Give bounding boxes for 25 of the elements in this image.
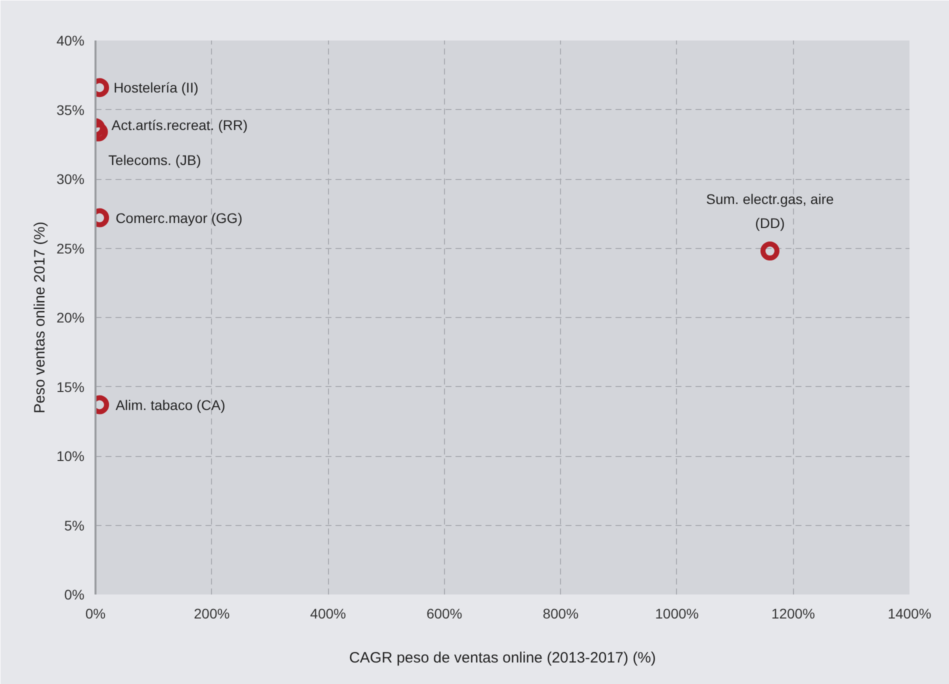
x-tick-label: 800%	[542, 606, 579, 622]
annotation: Comerc.mayor (GG)	[116, 210, 242, 226]
y-tick-label: 10%	[56, 448, 85, 464]
y-tick-label: 30%	[56, 171, 85, 187]
x-tick-label: 0%	[85, 606, 106, 622]
y-tick-label: 0%	[64, 586, 84, 602]
y-tick-label: 35%	[56, 102, 85, 118]
annotation: Telecoms. (JB)	[108, 152, 201, 168]
x-tick-label: 400%	[310, 606, 346, 622]
annotation: Act.artís.recreat. (RR)	[112, 116, 248, 133]
x-tick-label: 600%	[426, 606, 462, 622]
y-tick-label: 5%	[64, 517, 84, 534]
y-axis-title: Peso ventas online 2017 (%)	[31, 222, 48, 414]
x-tick-label: 200%	[194, 606, 230, 622]
annotation: Sum. electr.gas, aire (DD)	[706, 191, 834, 232]
y-tick-label: 25%	[56, 240, 85, 256]
annotation: Alim. tabaco (CA)	[116, 396, 226, 413]
x-tick-label: 1400%	[888, 606, 932, 622]
x-tick-label: 1000%	[655, 606, 699, 622]
y-tick-label: 20%	[56, 310, 85, 326]
y-tick-label: 15%	[56, 378, 85, 395]
y-tick-label: 40%	[56, 32, 85, 48]
x-axis-title: CAGR peso de ventas online (2013-2017) (%)	[349, 650, 656, 666]
annotation: Hostelería (II)	[114, 80, 198, 96]
x-tick-label: 1200%	[771, 606, 816, 622]
